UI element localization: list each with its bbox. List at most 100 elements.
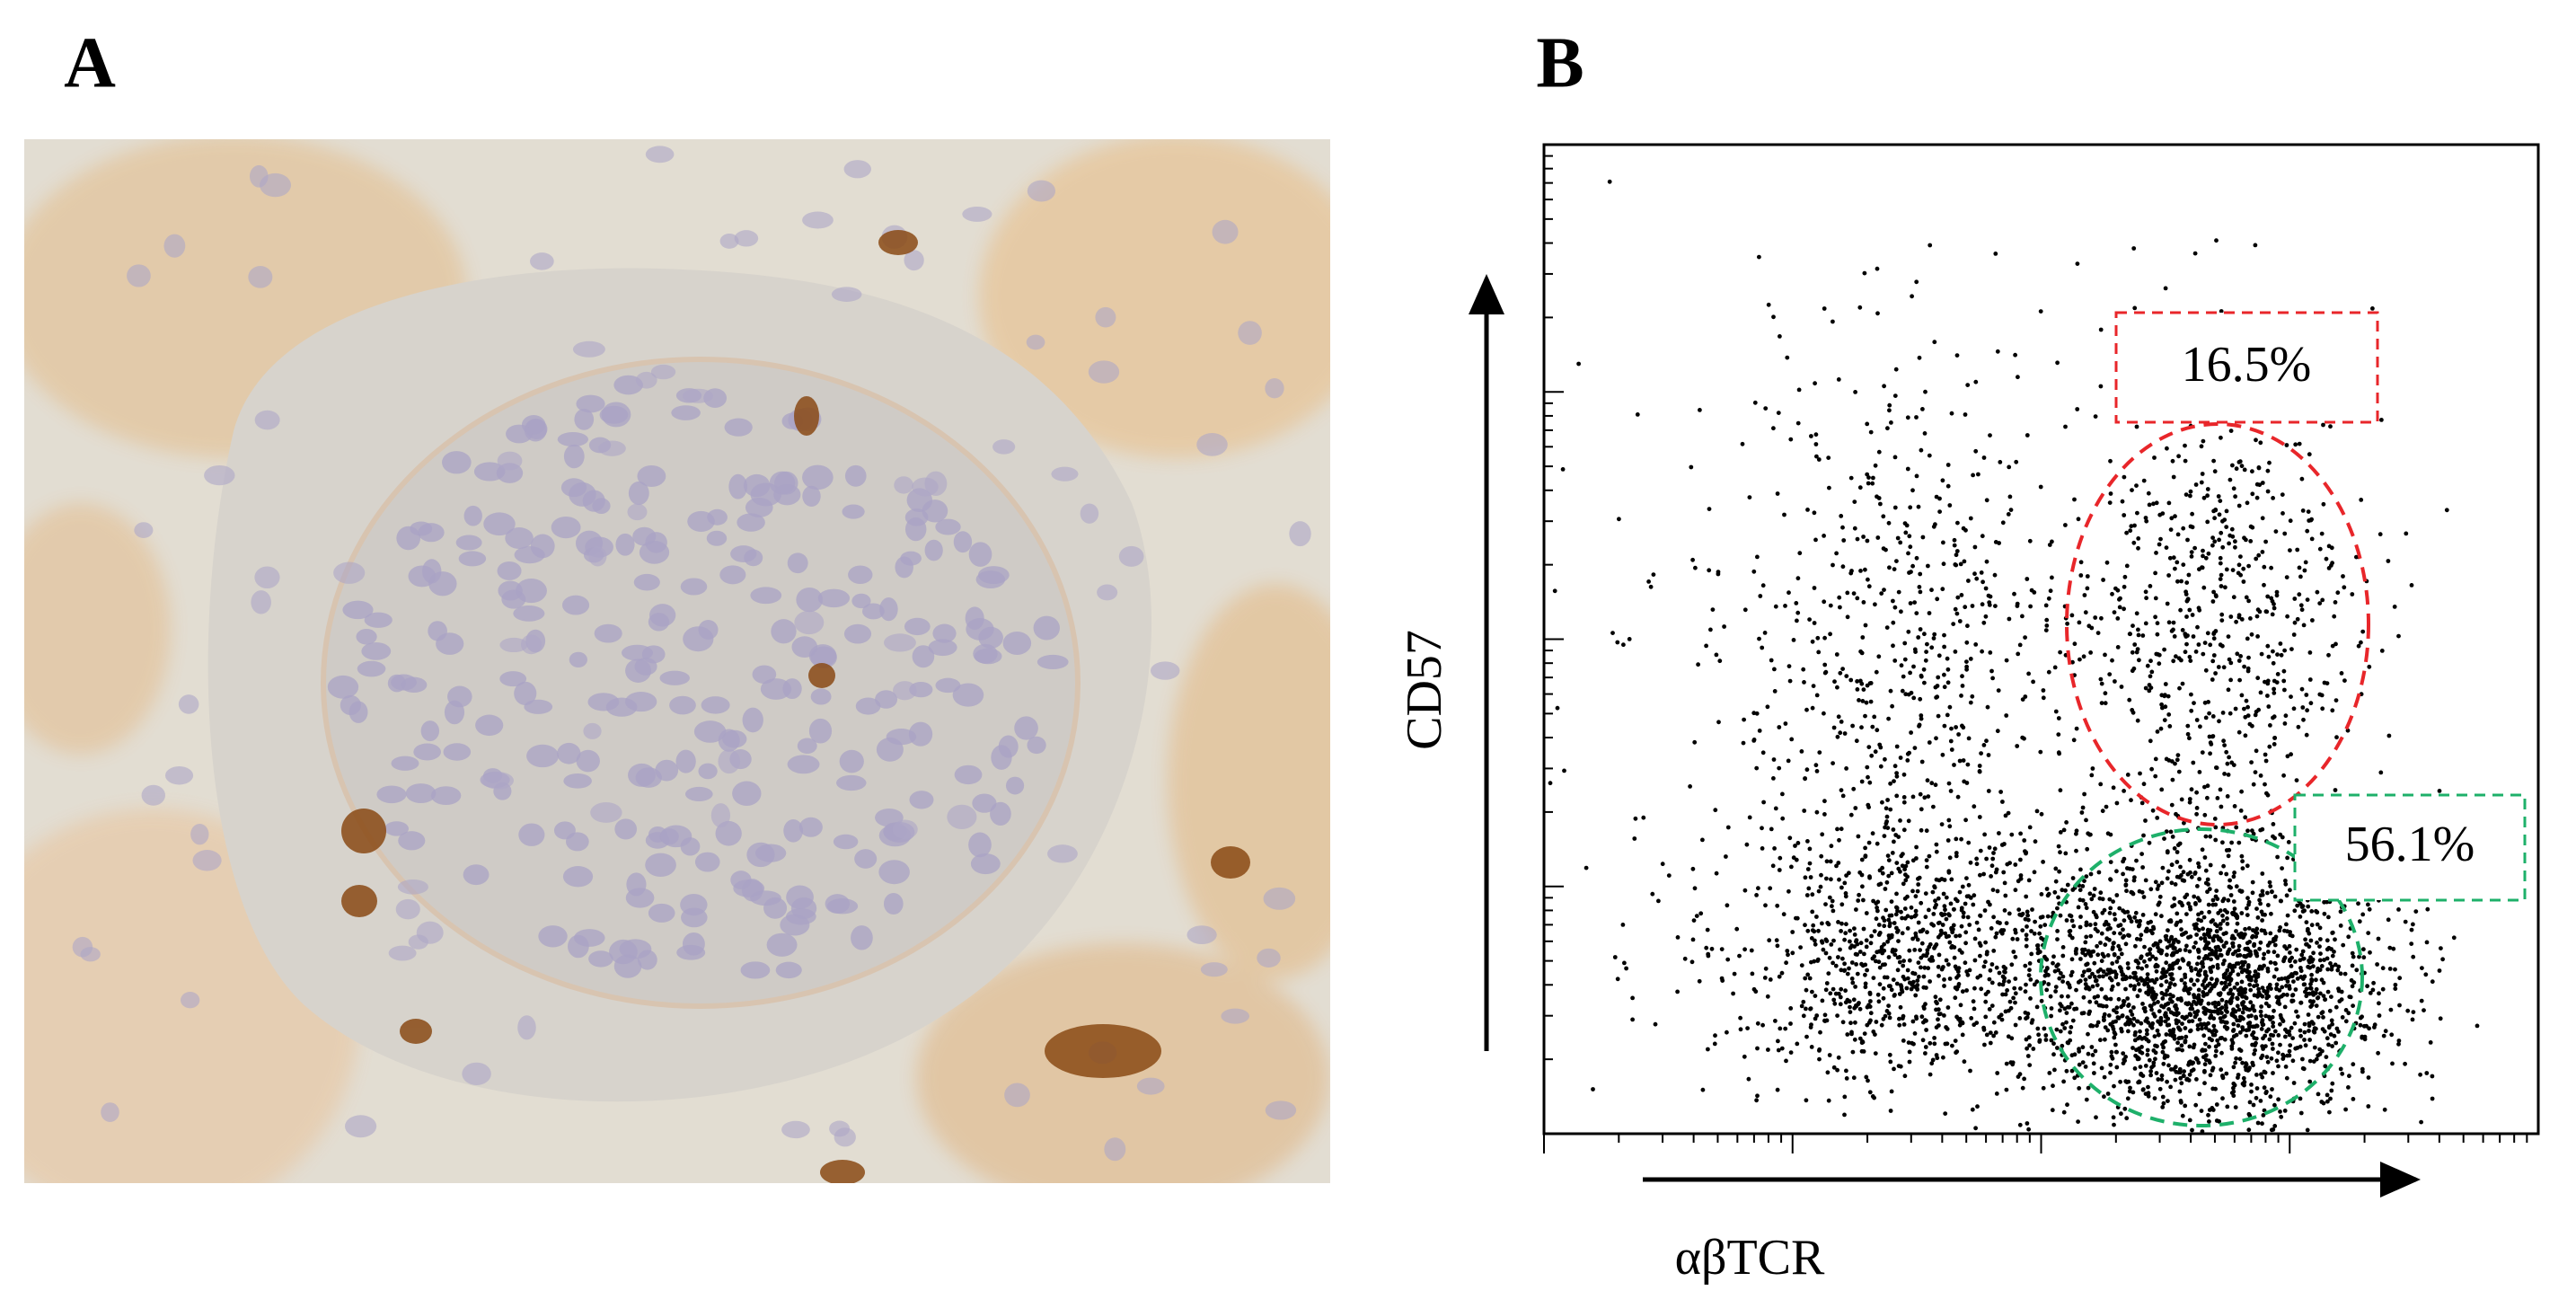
event-dot <box>1974 920 1980 925</box>
event-dot <box>2148 584 2153 588</box>
event-dot <box>2188 489 2193 494</box>
event-dot <box>2283 713 2289 719</box>
event-dot <box>1783 604 1787 608</box>
event-dot <box>2266 1003 2272 1009</box>
event-dot <box>2056 968 2061 973</box>
event-dot <box>2256 465 2262 470</box>
event-dot <box>1972 985 1977 991</box>
event-dot <box>1899 983 1903 988</box>
event-dot <box>2166 1007 2172 1012</box>
event-dot <box>2212 539 2218 544</box>
event-dot <box>2180 1021 2184 1026</box>
nucleus <box>557 431 588 447</box>
event-dot <box>2444 508 2449 513</box>
event-dot <box>1965 762 1971 767</box>
event-dot <box>2038 309 2043 314</box>
event-dot <box>1823 950 1829 956</box>
event-dot <box>2165 988 2170 993</box>
event-dot <box>1993 540 1998 544</box>
event-dot <box>2130 708 2135 712</box>
event-dot <box>2077 620 2082 625</box>
event-dot <box>2302 982 2307 987</box>
event-dot <box>1965 972 1971 977</box>
nucleus <box>518 823 545 846</box>
event-dot <box>2377 1001 2381 1006</box>
event-dot <box>2192 894 2197 899</box>
event-dot <box>2225 761 2230 766</box>
nucleus <box>1265 378 1284 399</box>
event-dot <box>2104 936 2110 941</box>
nucleus <box>1104 1137 1126 1162</box>
event-dot <box>2341 942 2346 948</box>
event-dot <box>2217 512 2222 517</box>
event-dot <box>2095 1023 2099 1029</box>
event-dot <box>1780 816 1786 821</box>
event-dot <box>2117 605 2122 610</box>
event-dot <box>2333 788 2338 792</box>
event-dot <box>1666 873 1672 878</box>
nucleus <box>388 945 417 961</box>
event-dot <box>2246 926 2252 931</box>
event-dot <box>1810 909 1815 915</box>
event-dot <box>2145 1016 2149 1021</box>
event-dot <box>1812 510 1817 516</box>
event-dot <box>1939 967 1945 972</box>
event-dot <box>2194 1077 2199 1082</box>
event-dot <box>1873 463 1878 468</box>
event-dot <box>1917 355 1922 360</box>
event-dot <box>2316 1091 2321 1097</box>
event-dot <box>1905 860 1910 865</box>
event-dot <box>2187 1072 2192 1077</box>
event-dot <box>2207 1044 2211 1049</box>
event-dot <box>2154 500 2159 506</box>
event-dot <box>1930 889 1936 895</box>
event-dot <box>2333 1004 2339 1010</box>
event-dot <box>1778 334 1782 339</box>
nucleus <box>683 626 714 652</box>
event-dot <box>2266 654 2272 659</box>
event-dot <box>2266 704 2272 709</box>
event-dot <box>2178 1099 2183 1103</box>
event-dot <box>2210 658 2216 664</box>
event-dot <box>2210 897 2216 903</box>
event-dot <box>1822 635 1827 641</box>
event-dot <box>2239 617 2245 622</box>
event-dot <box>1898 540 1903 545</box>
event-dot <box>1820 832 1825 837</box>
nucleus <box>648 613 670 632</box>
event-dot <box>2236 840 2242 845</box>
event-dot <box>1732 971 1737 977</box>
event-dot <box>1919 674 1924 679</box>
event-dot <box>2038 915 2043 920</box>
event-dot <box>1802 680 1806 685</box>
event-dot <box>2265 1059 2271 1065</box>
event-dot <box>2219 871 2224 876</box>
event-dot <box>2112 610 2117 614</box>
nucleus <box>1212 219 1239 244</box>
event-dot <box>2234 1056 2239 1061</box>
event-dot <box>1902 1074 1908 1079</box>
nucleus <box>839 749 864 773</box>
event-dot <box>1891 977 1896 982</box>
event-dot <box>2056 750 2061 756</box>
event-dot <box>1887 565 1892 570</box>
event-dot <box>1824 859 1830 864</box>
nucleus <box>530 252 554 270</box>
event-dot <box>1689 464 1694 470</box>
event-dot <box>2263 1070 2268 1075</box>
nucleus <box>391 756 419 771</box>
event-dot <box>1892 567 1897 571</box>
event-dot <box>1910 970 1916 976</box>
event-dot <box>2065 980 2070 985</box>
event-dot <box>2133 910 2139 915</box>
event-dot <box>2168 981 2174 985</box>
event-dot <box>2451 935 2457 941</box>
event-dot <box>2163 682 2168 686</box>
event-dot <box>1888 781 1893 786</box>
event-dot <box>2133 943 2138 949</box>
event-dot <box>2018 986 2023 991</box>
event-dot <box>2072 1075 2078 1081</box>
nucleus <box>520 634 542 655</box>
event-dot <box>1888 1109 1893 1113</box>
event-dot <box>2171 952 2175 958</box>
